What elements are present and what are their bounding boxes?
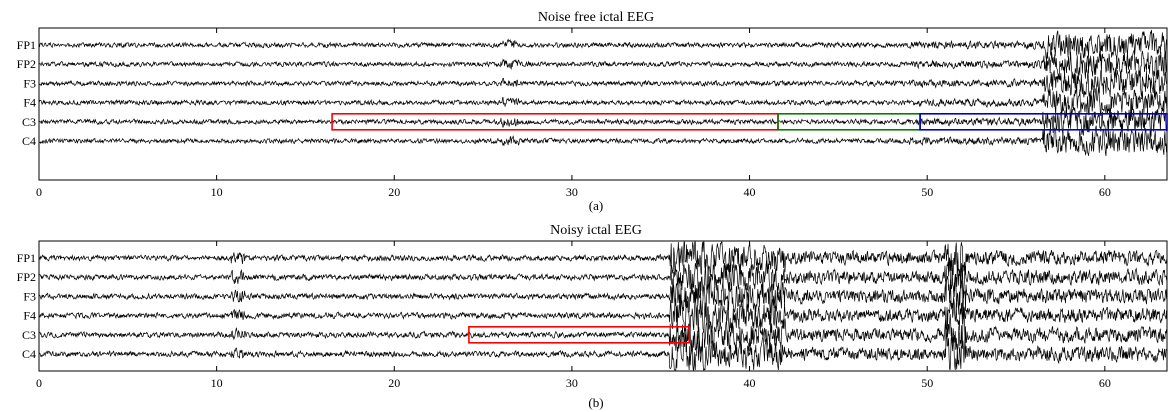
x-tick-label-50: 50 — [921, 185, 933, 199]
trace-fp1 — [38, 29, 1168, 61]
x-tick-label-0: 0 — [36, 376, 42, 390]
annotation-box-1 — [468, 325, 690, 344]
panel-b: Noisy ictal EEG FP1 FP2 F3 F4 C3 C4 0 10 20 30 40… — [17, 223, 1168, 410]
trace-f4 — [38, 87, 1168, 118]
panel-a: Noise free ictal EEG FP1 FP2 F3 F4 C3 C4 0 10 2… — [17, 10, 1168, 213]
x-tick-label-60: 60 — [1099, 185, 1111, 199]
x-tick-label-20: 20 — [388, 376, 400, 390]
x-tick-label-0: 0 — [36, 185, 42, 199]
panel-a-x-ticks: 0 10 20 30 40 50 60 — [36, 28, 1111, 199]
x-tick-label-40: 40 — [744, 376, 756, 390]
x-tick-label-20: 20 — [388, 185, 400, 199]
channel-label-c4: C4 — [22, 134, 36, 148]
panel-a-title: Noise free ictal EEG — [538, 10, 654, 25]
panel-a-traces — [38, 29, 1168, 157]
channel-label-fp2: FP2 — [17, 270, 36, 284]
trace-c3 — [38, 107, 1168, 138]
channel-label-fp2: FP2 — [17, 57, 36, 71]
channel-label-c4: C4 — [22, 347, 36, 361]
trace-c4 — [38, 332, 1168, 371]
panel-a-annotations — [331, 113, 1168, 131]
x-tick-label-30: 30 — [566, 376, 578, 390]
channel-label-f4: F4 — [23, 96, 36, 110]
panel-b-caption: (b) — [588, 395, 603, 410]
x-tick-label-10: 10 — [211, 376, 223, 390]
panel-a-caption: (a) — [589, 198, 603, 213]
trace-f4 — [38, 296, 1168, 333]
x-tick-label-60: 60 — [1099, 376, 1111, 390]
trace-c4 — [38, 125, 1168, 157]
trace-f3 — [38, 69, 1168, 99]
channel-label-c3: C3 — [22, 115, 36, 129]
trace-f3 — [38, 273, 1168, 317]
channel-label-f4: F4 — [23, 309, 36, 323]
channel-label-c3: C3 — [22, 328, 36, 342]
trace-fp1 — [38, 241, 1168, 276]
trace-c3 — [38, 311, 1168, 355]
trace-fp2 — [38, 257, 1168, 299]
panel-b-x-ticks: 0 10 20 30 40 50 60 — [36, 241, 1111, 390]
panel-a-axes — [38, 27, 1168, 181]
trace-fp2 — [38, 49, 1168, 80]
panel-a-channel-labels: FP1 FP2 F3 F4 C3 C4 — [17, 38, 36, 148]
channel-label-fp1: FP1 — [17, 38, 36, 52]
x-tick-label-10: 10 — [211, 185, 223, 199]
panel-b-title: Noisy ictal EEG — [550, 223, 642, 238]
panel-b-axes — [38, 240, 1168, 372]
annotation-box-3 — [919, 113, 1168, 131]
channel-label-f3: F3 — [23, 289, 36, 303]
panel-b-channel-labels: FP1 FP2 F3 F4 C3 C4 — [17, 251, 36, 361]
channel-label-f3: F3 — [23, 76, 36, 90]
panel-b-annotations — [468, 325, 690, 344]
x-tick-label-30: 30 — [566, 185, 578, 199]
x-tick-label-50: 50 — [921, 376, 933, 390]
panel-b-traces — [38, 241, 1168, 371]
x-tick-label-40: 40 — [744, 185, 756, 199]
channel-label-fp1: FP1 — [17, 251, 36, 265]
